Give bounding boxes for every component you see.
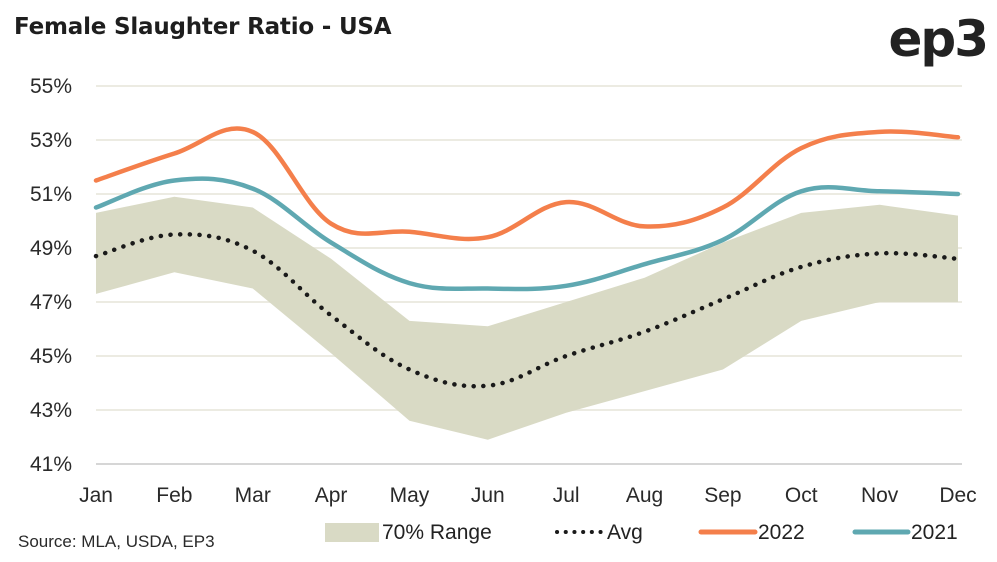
legend-label-2021: 2021 xyxy=(911,521,958,544)
series-line-2021 xyxy=(93,176,961,292)
range-band-70pct xyxy=(96,196,958,440)
legend-label-2022: 2022 xyxy=(758,521,805,544)
y-tick-label: 51% xyxy=(30,183,72,206)
legend-label-avg: Avg xyxy=(607,521,643,544)
x-tick-label: Dec xyxy=(939,484,976,507)
x-tick-label: Sep xyxy=(704,484,741,507)
y-tick-label: 45% xyxy=(30,345,72,368)
y-axis: 55% 53% 51% 49% 47% 45% 43% 41% xyxy=(30,75,72,476)
source-note: Source: MLA, USDA, EP3 xyxy=(18,532,215,551)
series-line-2022 xyxy=(93,126,961,242)
x-tick-label: Nov xyxy=(861,484,899,507)
legend: 70% Range Avg 2022 2021 xyxy=(325,521,958,544)
x-tick-label: Aug xyxy=(626,484,663,507)
y-tick-label: 53% xyxy=(30,129,72,152)
legend-label-range: 70% Range xyxy=(382,521,492,544)
y-tick-label: 55% xyxy=(30,75,72,98)
series-line-avg xyxy=(93,232,961,389)
x-tick-label: Jun xyxy=(471,484,505,507)
x-tick-label: May xyxy=(390,484,430,507)
range-band-layer xyxy=(96,196,958,440)
x-tick-label: Jul xyxy=(553,484,580,507)
y-tick-label: 47% xyxy=(30,291,72,314)
x-tick-label: Apr xyxy=(315,484,348,507)
x-tick-label: Mar xyxy=(235,484,271,507)
y-tick-label: 43% xyxy=(30,399,72,422)
y-tick-label: 49% xyxy=(30,237,72,260)
series-layer xyxy=(93,126,961,389)
x-tick-label: Feb xyxy=(156,484,192,507)
y-tick-label: 41% xyxy=(30,453,72,476)
chart-title: Female Slaughter Ratio - USA xyxy=(14,14,392,40)
x-tick-label: Oct xyxy=(785,484,818,507)
x-tick-label: Jan xyxy=(79,484,113,507)
legend-swatch-range xyxy=(325,523,379,542)
ep3-logo: ep3 xyxy=(888,10,989,68)
x-axis: Jan Feb Mar Apr May Jun Jul Aug Sep Oct Nov Dec xyxy=(79,484,977,507)
